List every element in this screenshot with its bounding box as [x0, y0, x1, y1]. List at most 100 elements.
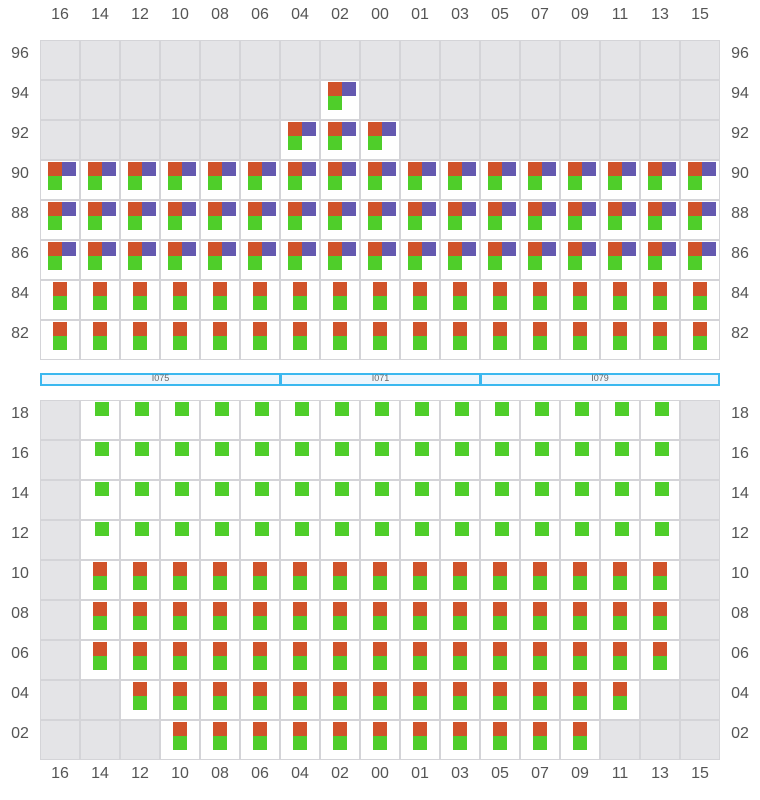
slot-cell[interactable]	[600, 440, 640, 480]
slot-cell[interactable]	[600, 600, 640, 640]
slot-cell[interactable]	[280, 640, 320, 680]
slot-cell[interactable]	[680, 320, 720, 360]
slot-cell[interactable]	[640, 280, 680, 320]
segment-bar[interactable]: I079	[480, 373, 720, 386]
slot-cell[interactable]	[160, 720, 200, 760]
slot-cell[interactable]	[200, 440, 240, 480]
slot-cell[interactable]	[440, 440, 480, 480]
slot-cell[interactable]	[280, 120, 320, 160]
slot-cell[interactable]	[240, 320, 280, 360]
slot-cell[interactable]	[240, 600, 280, 640]
slot-cell[interactable]	[240, 160, 280, 200]
slot-cell[interactable]	[440, 400, 480, 440]
slot-cell[interactable]	[400, 400, 440, 440]
slot-cell[interactable]	[120, 560, 160, 600]
slot-cell[interactable]	[240, 520, 280, 560]
slot-cell[interactable]	[280, 680, 320, 720]
slot-cell[interactable]	[320, 200, 360, 240]
slot-cell[interactable]	[200, 640, 240, 680]
slot-cell[interactable]	[120, 600, 160, 640]
slot-cell[interactable]	[480, 320, 520, 360]
slot-cell[interactable]	[160, 480, 200, 520]
slot-cell[interactable]	[320, 720, 360, 760]
slot-cell[interactable]	[520, 720, 560, 760]
slot-cell[interactable]	[560, 200, 600, 240]
slot-cell[interactable]	[560, 640, 600, 680]
slot-cell[interactable]	[160, 680, 200, 720]
slot-cell[interactable]	[80, 280, 120, 320]
slot-cell[interactable]	[440, 160, 480, 200]
slot-cell[interactable]	[440, 720, 480, 760]
slot-cell[interactable]	[200, 160, 240, 200]
slot-cell[interactable]	[600, 240, 640, 280]
slot-cell[interactable]	[480, 160, 520, 200]
slot-cell[interactable]	[640, 520, 680, 560]
slot-cell[interactable]	[160, 160, 200, 200]
slot-cell[interactable]	[560, 720, 600, 760]
slot-cell[interactable]	[320, 120, 360, 160]
slot-cell[interactable]	[600, 520, 640, 560]
slot-cell[interactable]	[240, 560, 280, 600]
slot-cell[interactable]	[160, 440, 200, 480]
slot-cell[interactable]	[600, 320, 640, 360]
slot-cell[interactable]	[480, 480, 520, 520]
slot-cell[interactable]	[560, 480, 600, 520]
slot-cell[interactable]	[200, 480, 240, 520]
slot-cell[interactable]	[640, 400, 680, 440]
slot-cell[interactable]	[440, 600, 480, 640]
slot-cell[interactable]	[80, 320, 120, 360]
slot-cell[interactable]	[200, 280, 240, 320]
slot-cell[interactable]	[320, 160, 360, 200]
slot-cell[interactable]	[200, 400, 240, 440]
slot-cell[interactable]	[320, 560, 360, 600]
slot-cell[interactable]	[320, 520, 360, 560]
slot-cell[interactable]	[280, 480, 320, 520]
slot-cell[interactable]	[400, 560, 440, 600]
slot-cell[interactable]	[640, 160, 680, 200]
slot-cell[interactable]	[280, 320, 320, 360]
slot-cell[interactable]	[320, 240, 360, 280]
slot-cell[interactable]	[80, 600, 120, 640]
slot-cell[interactable]	[200, 680, 240, 720]
slot-cell[interactable]	[640, 480, 680, 520]
slot-cell[interactable]	[680, 160, 720, 200]
slot-cell[interactable]	[40, 240, 80, 280]
slot-cell[interactable]	[120, 640, 160, 680]
slot-cell[interactable]	[400, 280, 440, 320]
slot-cell[interactable]	[200, 520, 240, 560]
slot-cell[interactable]	[120, 440, 160, 480]
slot-cell[interactable]	[240, 440, 280, 480]
slot-cell[interactable]	[200, 240, 240, 280]
slot-cell[interactable]	[280, 280, 320, 320]
slot-cell[interactable]	[120, 200, 160, 240]
slot-cell[interactable]	[520, 400, 560, 440]
slot-cell[interactable]	[120, 520, 160, 560]
slot-cell[interactable]	[240, 200, 280, 240]
slot-cell[interactable]	[560, 560, 600, 600]
slot-cell[interactable]	[360, 440, 400, 480]
slot-cell[interactable]	[200, 720, 240, 760]
slot-cell[interactable]	[280, 400, 320, 440]
slot-cell[interactable]	[600, 560, 640, 600]
slot-cell[interactable]	[400, 240, 440, 280]
slot-cell[interactable]	[360, 480, 400, 520]
slot-cell[interactable]	[480, 640, 520, 680]
slot-cell[interactable]	[560, 280, 600, 320]
slot-cell[interactable]	[520, 600, 560, 640]
slot-cell[interactable]	[520, 320, 560, 360]
slot-cell[interactable]	[480, 440, 520, 480]
slot-cell[interactable]	[240, 400, 280, 440]
slot-cell[interactable]	[160, 280, 200, 320]
slot-cell[interactable]	[80, 440, 120, 480]
slot-cell[interactable]	[200, 320, 240, 360]
slot-cell[interactable]	[400, 720, 440, 760]
slot-cell[interactable]	[520, 160, 560, 200]
slot-cell[interactable]	[280, 240, 320, 280]
slot-cell[interactable]	[600, 400, 640, 440]
slot-cell[interactable]	[520, 520, 560, 560]
slot-cell[interactable]	[360, 640, 400, 680]
slot-cell[interactable]	[240, 480, 280, 520]
slot-cell[interactable]	[120, 320, 160, 360]
slot-cell[interactable]	[520, 240, 560, 280]
slot-cell[interactable]	[320, 80, 360, 120]
